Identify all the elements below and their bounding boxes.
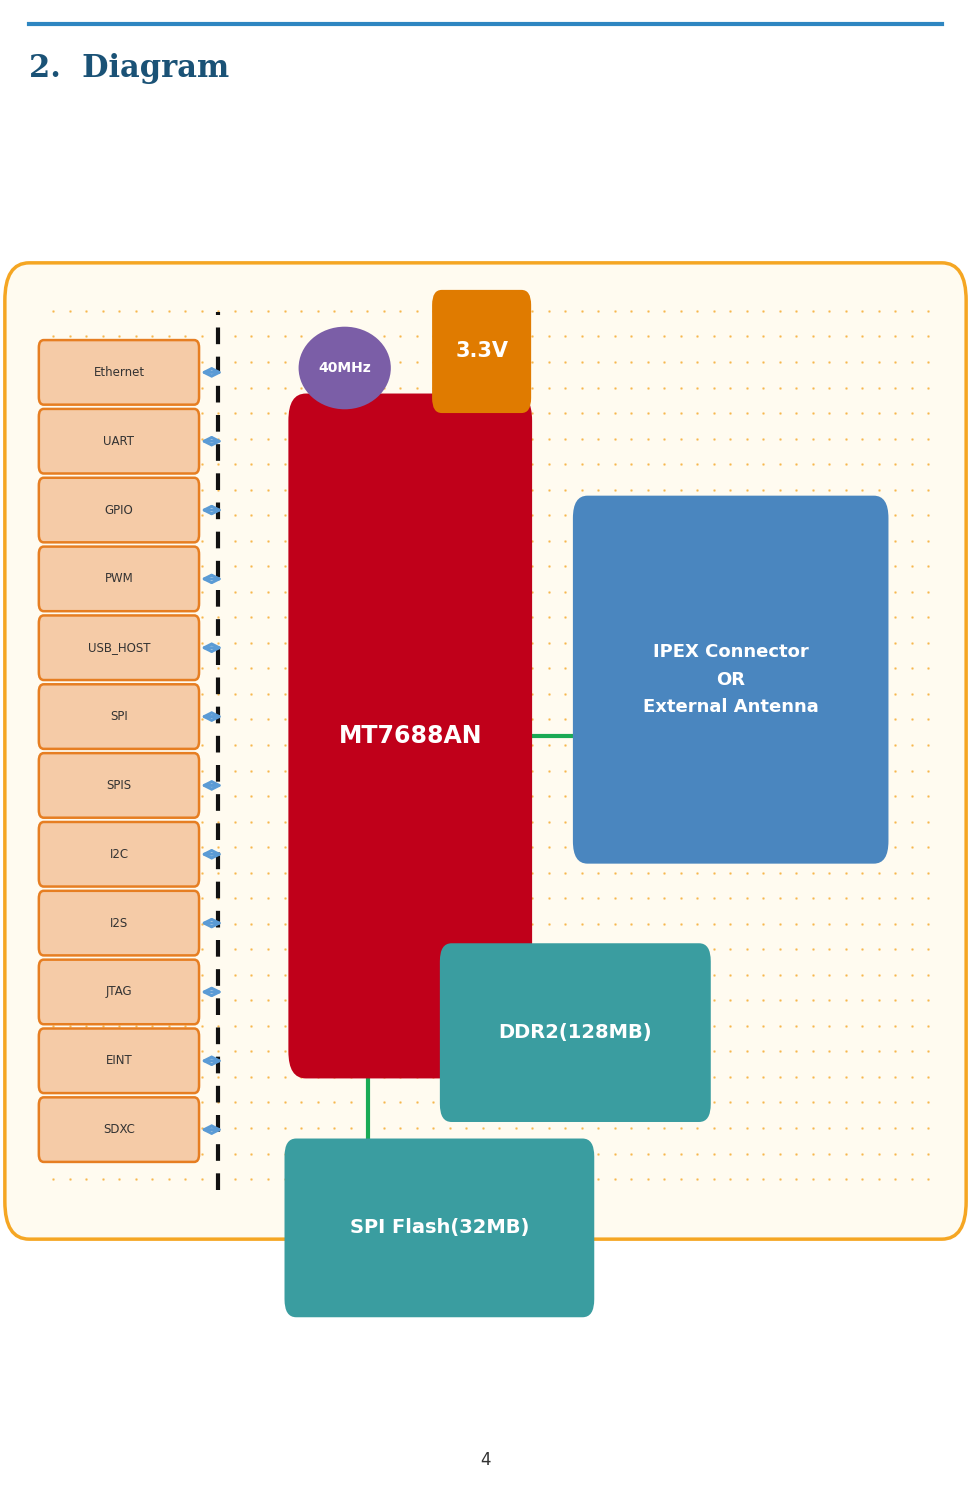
Text: EINT: EINT bbox=[106, 1054, 132, 1068]
Text: GPIO: GPIO bbox=[105, 503, 133, 517]
Text: DDR2(128MB): DDR2(128MB) bbox=[498, 1023, 653, 1042]
Text: I2S: I2S bbox=[110, 916, 128, 930]
Text: 2.  Diagram: 2. Diagram bbox=[29, 53, 229, 84]
Text: 3.3V: 3.3V bbox=[455, 341, 508, 362]
FancyBboxPatch shape bbox=[39, 891, 199, 955]
FancyBboxPatch shape bbox=[39, 478, 199, 542]
Text: SDXC: SDXC bbox=[103, 1123, 135, 1136]
FancyBboxPatch shape bbox=[285, 1139, 594, 1317]
FancyBboxPatch shape bbox=[573, 496, 888, 864]
FancyBboxPatch shape bbox=[39, 547, 199, 611]
Text: Ethernet: Ethernet bbox=[93, 366, 145, 379]
Text: UART: UART bbox=[104, 434, 134, 448]
Text: 4: 4 bbox=[481, 1451, 490, 1469]
Text: USB_HOST: USB_HOST bbox=[87, 641, 151, 655]
FancyBboxPatch shape bbox=[39, 1098, 199, 1163]
Text: MT7688AN: MT7688AN bbox=[339, 724, 482, 748]
FancyBboxPatch shape bbox=[39, 960, 199, 1024]
Text: IPEX Connector
OR
External Antenna: IPEX Connector OR External Antenna bbox=[643, 643, 819, 716]
Text: SPIS: SPIS bbox=[107, 780, 131, 792]
FancyBboxPatch shape bbox=[39, 339, 199, 404]
Text: SPI: SPI bbox=[110, 710, 128, 722]
FancyBboxPatch shape bbox=[432, 290, 531, 413]
FancyBboxPatch shape bbox=[39, 616, 199, 680]
Text: I2C: I2C bbox=[110, 847, 128, 861]
Text: HLK-7688 structure: HLK-7688 structure bbox=[399, 1239, 572, 1257]
FancyBboxPatch shape bbox=[39, 685, 199, 749]
Text: 40MHz: 40MHz bbox=[318, 360, 371, 376]
FancyBboxPatch shape bbox=[288, 394, 532, 1078]
FancyBboxPatch shape bbox=[39, 1029, 199, 1093]
FancyBboxPatch shape bbox=[39, 753, 199, 817]
Ellipse shape bbox=[299, 326, 390, 409]
FancyBboxPatch shape bbox=[39, 409, 199, 473]
Text: PWM: PWM bbox=[105, 572, 133, 586]
FancyBboxPatch shape bbox=[5, 263, 966, 1239]
Text: JTAG: JTAG bbox=[106, 985, 132, 999]
FancyBboxPatch shape bbox=[440, 943, 711, 1122]
Text: SPI Flash(32MB): SPI Flash(32MB) bbox=[350, 1218, 529, 1238]
FancyBboxPatch shape bbox=[39, 822, 199, 886]
